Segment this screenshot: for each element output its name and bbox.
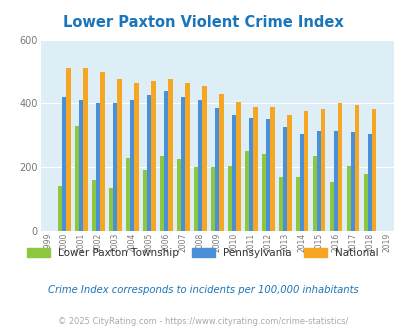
Bar bbox=[100, 72, 104, 231]
Bar bbox=[134, 82, 139, 231]
Bar bbox=[96, 103, 100, 231]
Bar bbox=[147, 95, 151, 231]
Text: Lower Paxton Violent Crime Index: Lower Paxton Violent Crime Index bbox=[62, 15, 343, 30]
Bar bbox=[270, 107, 274, 231]
Bar bbox=[248, 118, 253, 231]
Bar bbox=[303, 112, 308, 231]
Bar bbox=[113, 103, 117, 231]
Bar bbox=[62, 97, 66, 231]
Text: Crime Index corresponds to incidents per 100,000 inhabitants: Crime Index corresponds to incidents per… bbox=[47, 285, 358, 295]
Bar bbox=[210, 167, 215, 231]
Bar bbox=[66, 68, 70, 231]
Bar bbox=[58, 186, 62, 231]
Bar bbox=[160, 156, 164, 231]
Bar bbox=[337, 103, 341, 231]
Bar bbox=[371, 109, 375, 231]
Bar bbox=[202, 86, 206, 231]
Bar bbox=[168, 80, 172, 231]
Bar bbox=[236, 102, 240, 231]
Bar bbox=[346, 166, 350, 231]
Bar bbox=[83, 68, 87, 231]
Bar bbox=[75, 126, 79, 231]
Bar bbox=[181, 97, 185, 231]
Bar bbox=[295, 177, 299, 231]
Bar bbox=[164, 91, 168, 231]
Bar bbox=[79, 100, 83, 231]
Bar bbox=[130, 100, 134, 231]
Text: © 2025 CityRating.com - https://www.cityrating.com/crime-statistics/: © 2025 CityRating.com - https://www.city… bbox=[58, 317, 347, 326]
Bar bbox=[329, 182, 333, 231]
Bar bbox=[299, 134, 303, 231]
Bar bbox=[278, 177, 282, 231]
Bar bbox=[143, 170, 147, 231]
Bar bbox=[244, 151, 248, 231]
Legend: Lower Paxton Township, Pennsylvania, National: Lower Paxton Township, Pennsylvania, Nat… bbox=[27, 248, 378, 258]
Bar bbox=[198, 100, 202, 231]
Bar bbox=[177, 159, 181, 231]
Bar bbox=[109, 188, 113, 231]
Bar bbox=[215, 108, 219, 231]
Bar bbox=[312, 156, 316, 231]
Bar bbox=[117, 80, 121, 231]
Bar bbox=[367, 134, 371, 231]
Bar bbox=[193, 167, 198, 231]
Bar bbox=[227, 166, 232, 231]
Bar bbox=[363, 174, 367, 231]
Bar bbox=[350, 132, 354, 231]
Bar bbox=[219, 94, 223, 231]
Bar bbox=[232, 115, 236, 231]
Bar bbox=[92, 180, 96, 231]
Bar bbox=[333, 130, 337, 231]
Bar bbox=[354, 105, 358, 231]
Bar bbox=[320, 109, 325, 231]
Bar bbox=[126, 158, 130, 231]
Bar bbox=[282, 127, 287, 231]
Bar bbox=[185, 82, 189, 231]
Bar bbox=[261, 154, 265, 231]
Bar bbox=[151, 81, 155, 231]
Bar bbox=[287, 115, 291, 231]
Bar bbox=[253, 107, 257, 231]
Bar bbox=[265, 119, 270, 231]
Bar bbox=[316, 130, 320, 231]
